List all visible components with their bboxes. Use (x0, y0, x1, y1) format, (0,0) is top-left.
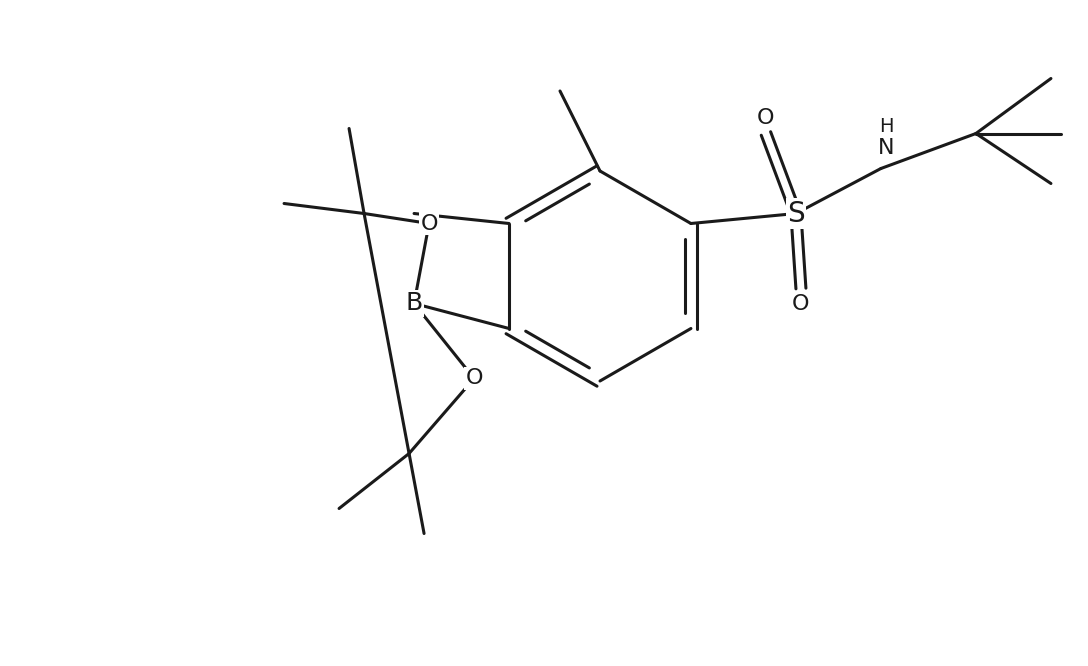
Text: N: N (878, 139, 894, 159)
Text: H: H (879, 117, 893, 136)
Text: S: S (787, 200, 805, 228)
Text: O: O (420, 214, 437, 234)
Text: B: B (406, 292, 423, 316)
Text: O: O (792, 294, 809, 314)
Text: O: O (466, 368, 483, 388)
Text: O: O (757, 109, 775, 129)
